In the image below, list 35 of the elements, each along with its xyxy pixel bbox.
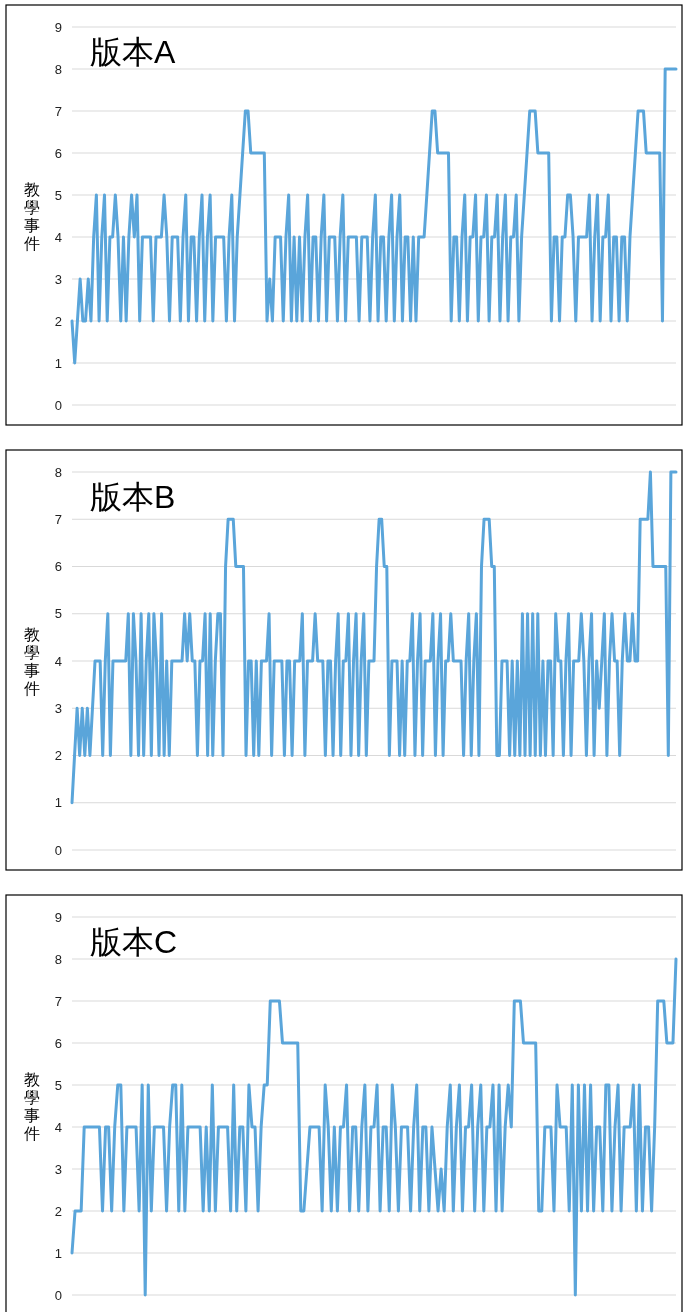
- y-tick-label: 0: [54, 1287, 62, 1303]
- y-tick-label: 6: [54, 559, 62, 574]
- y-tick-label: 1: [54, 355, 62, 371]
- y-tick-label: 3: [54, 700, 62, 716]
- y-tick-label: 7: [54, 103, 62, 119]
- y-tick-label: 4: [54, 229, 62, 245]
- y-tick-label: 0: [54, 397, 62, 413]
- y-tick-label: 2: [54, 1203, 62, 1219]
- y-tick-label: 2: [54, 313, 62, 329]
- y-tick-label: 7: [54, 511, 62, 527]
- y-axis-title: 教學事件: [24, 181, 40, 252]
- y-tick-label: 3: [54, 271, 62, 287]
- chart-title: 版本C: [90, 924, 178, 960]
- y-tick-label: 0: [54, 842, 62, 858]
- y-tick-label: 9: [54, 19, 62, 35]
- y-tick-label: 5: [54, 606, 62, 622]
- y-tick-label: 4: [54, 653, 62, 669]
- y-tick-label: 9: [54, 909, 62, 925]
- y-tick-label: 6: [54, 145, 62, 161]
- chart-title: 版本B: [90, 479, 176, 515]
- chart-title: 版本A: [90, 34, 176, 70]
- y-tick-label: 1: [54, 795, 62, 811]
- y-tick-label: 8: [54, 464, 62, 480]
- y-tick-label: 5: [54, 1077, 62, 1093]
- y-tick-label: 2: [54, 748, 62, 763]
- y-tick-label: 8: [54, 61, 62, 77]
- y-tick-label: 1: [54, 1245, 62, 1261]
- y-tick-label: 8: [54, 951, 62, 967]
- y-tick-label: 7: [54, 993, 62, 1009]
- y-axis-title: 教學事件: [24, 626, 40, 697]
- y-tick-label: 3: [54, 1161, 62, 1177]
- y-tick-label: 6: [54, 1035, 62, 1051]
- y-tick-label: 4: [54, 1119, 62, 1135]
- y-tick-label: 5: [54, 187, 62, 203]
- y-axis-title: 教學事件: [24, 1071, 40, 1142]
